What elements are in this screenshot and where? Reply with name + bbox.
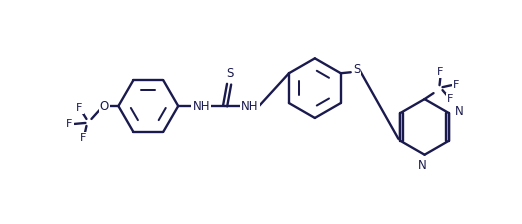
- Text: O: O: [100, 99, 109, 112]
- Text: F: F: [80, 133, 87, 143]
- Text: F: F: [453, 80, 460, 90]
- Text: N: N: [455, 105, 464, 118]
- Text: N: N: [418, 159, 427, 172]
- Text: S: S: [227, 67, 234, 80]
- Text: F: F: [447, 94, 454, 104]
- Text: S: S: [353, 63, 360, 76]
- Text: F: F: [437, 67, 444, 77]
- Text: F: F: [66, 119, 73, 129]
- Text: NH: NH: [241, 99, 259, 112]
- Text: NH: NH: [193, 99, 210, 112]
- Text: F: F: [76, 103, 82, 113]
